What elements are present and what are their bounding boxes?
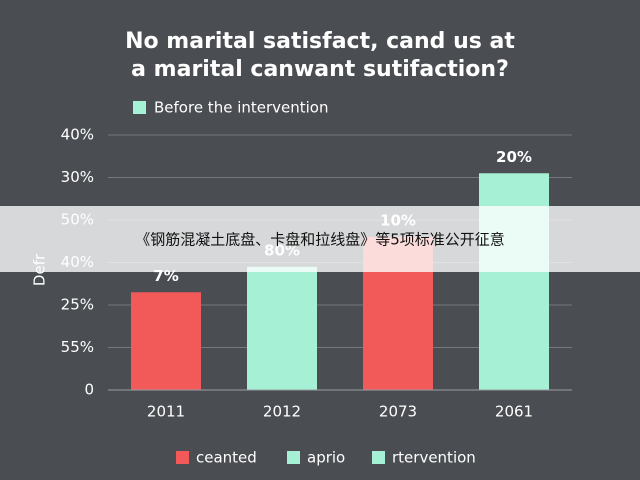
legend-swatch [133, 101, 146, 114]
legend-label: Before the intervention [154, 99, 329, 117]
x-tick-label: 2061 [495, 403, 533, 421]
legend-label: rtervention [392, 449, 476, 467]
legend-label: aprio [307, 449, 345, 467]
value-label: 20% [496, 148, 532, 166]
chart-title: a marital canwant sutifaction? [131, 57, 509, 82]
legend-swatch [176, 451, 189, 464]
chart-title: No marital satisfact, cand us at [125, 29, 515, 54]
bar [479, 173, 549, 390]
y-tick-label: 30% [61, 168, 94, 186]
y-tick-label: 55% [61, 338, 94, 356]
overlay-text: 《钢筋混凝土底盘、卡盘和拉线盘》等5项标准公开征意 [135, 231, 505, 249]
bar [247, 266, 317, 390]
y-tick-label: 0 [84, 381, 94, 399]
x-tick-label: 2073 [379, 403, 417, 421]
x-tick-label: 2012 [263, 403, 301, 421]
bar [131, 292, 201, 390]
legend-swatch [287, 451, 300, 464]
legend-swatch [372, 451, 385, 464]
legend-label: ceanted [196, 449, 257, 467]
y-tick-label: 40% [61, 126, 94, 144]
y-tick-label: 25% [61, 296, 94, 314]
x-tick-label: 2011 [147, 403, 185, 421]
overlay-banner [0, 206, 640, 272]
